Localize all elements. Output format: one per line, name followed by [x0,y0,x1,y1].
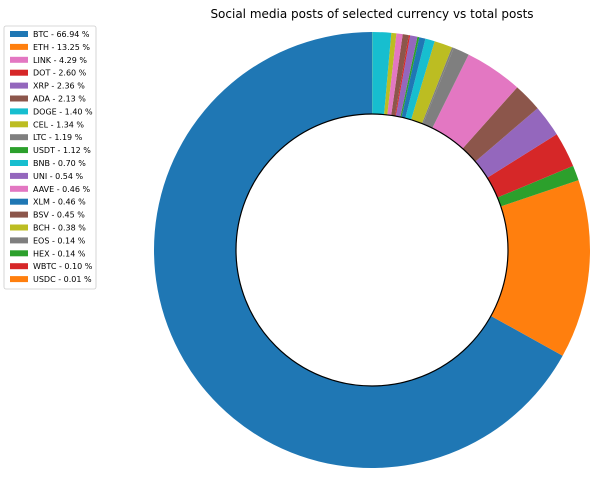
legend-swatch [10,276,28,283]
legend-label: LTC - 1.19 % [33,133,83,142]
legend-label: CEL - 1.34 % [33,120,84,129]
legend-swatch [10,31,28,37]
legend-swatch [10,108,28,115]
legend-swatch [10,134,28,141]
legend-label: XRP - 2.36 % [33,82,85,91]
legend-label: HEX - 0.14 % [33,249,86,258]
legend-label: USDT - 1.12 % [33,146,91,155]
legend-frame [3,25,97,290]
legend-label: UNI - 0.54 % [33,172,84,181]
legend-swatch [10,43,28,50]
legend-swatch [10,147,28,154]
legend: BTC - 66.94 % ETH - 13.25 % LINK - 4.29 % D… [3,25,97,290]
legend-label: BNB - 0.70 % [33,159,86,168]
legend-swatch [10,211,28,218]
legend-swatch [10,185,28,192]
legend-label: LINK - 4.29 % [33,56,87,65]
legend-swatch [10,160,28,166]
legend-label: BTC - 66.94 % [33,30,90,39]
legend-swatch [10,198,28,205]
legend-label: DOT - 2.60 % [33,69,87,78]
legend-swatch [10,82,28,89]
legend-label: ETH - 13.25 % [33,43,90,52]
legend-label: AAVE - 0.46 % [33,185,91,194]
legend-swatch [10,56,28,63]
donut-hole [235,113,509,387]
legend-label: USDC - 0.01 % [33,275,92,284]
legend-label: XLM - 0.46 % [33,198,86,207]
legend-swatch [10,237,28,244]
legend-swatch [10,95,28,102]
legend-label: EOS - 0.14 % [33,236,86,245]
legend-label: ADA - 2.13 % [33,95,86,104]
legend-swatch [10,263,28,270]
legend-label: BCH - 0.38 % [33,224,86,233]
chart-title: Social media posts of selected currency … [210,7,533,21]
legend-label: BSV - 0.45 % [33,211,85,220]
legend-swatch [10,250,28,257]
legend-label: DOGE - 1.40 % [33,107,93,116]
legend-label: WBTC - 0.10 % [33,262,93,271]
legend-swatch [10,69,28,76]
legend-swatch [10,172,28,179]
legend-swatch [10,224,28,231]
legend-swatch [10,121,28,128]
